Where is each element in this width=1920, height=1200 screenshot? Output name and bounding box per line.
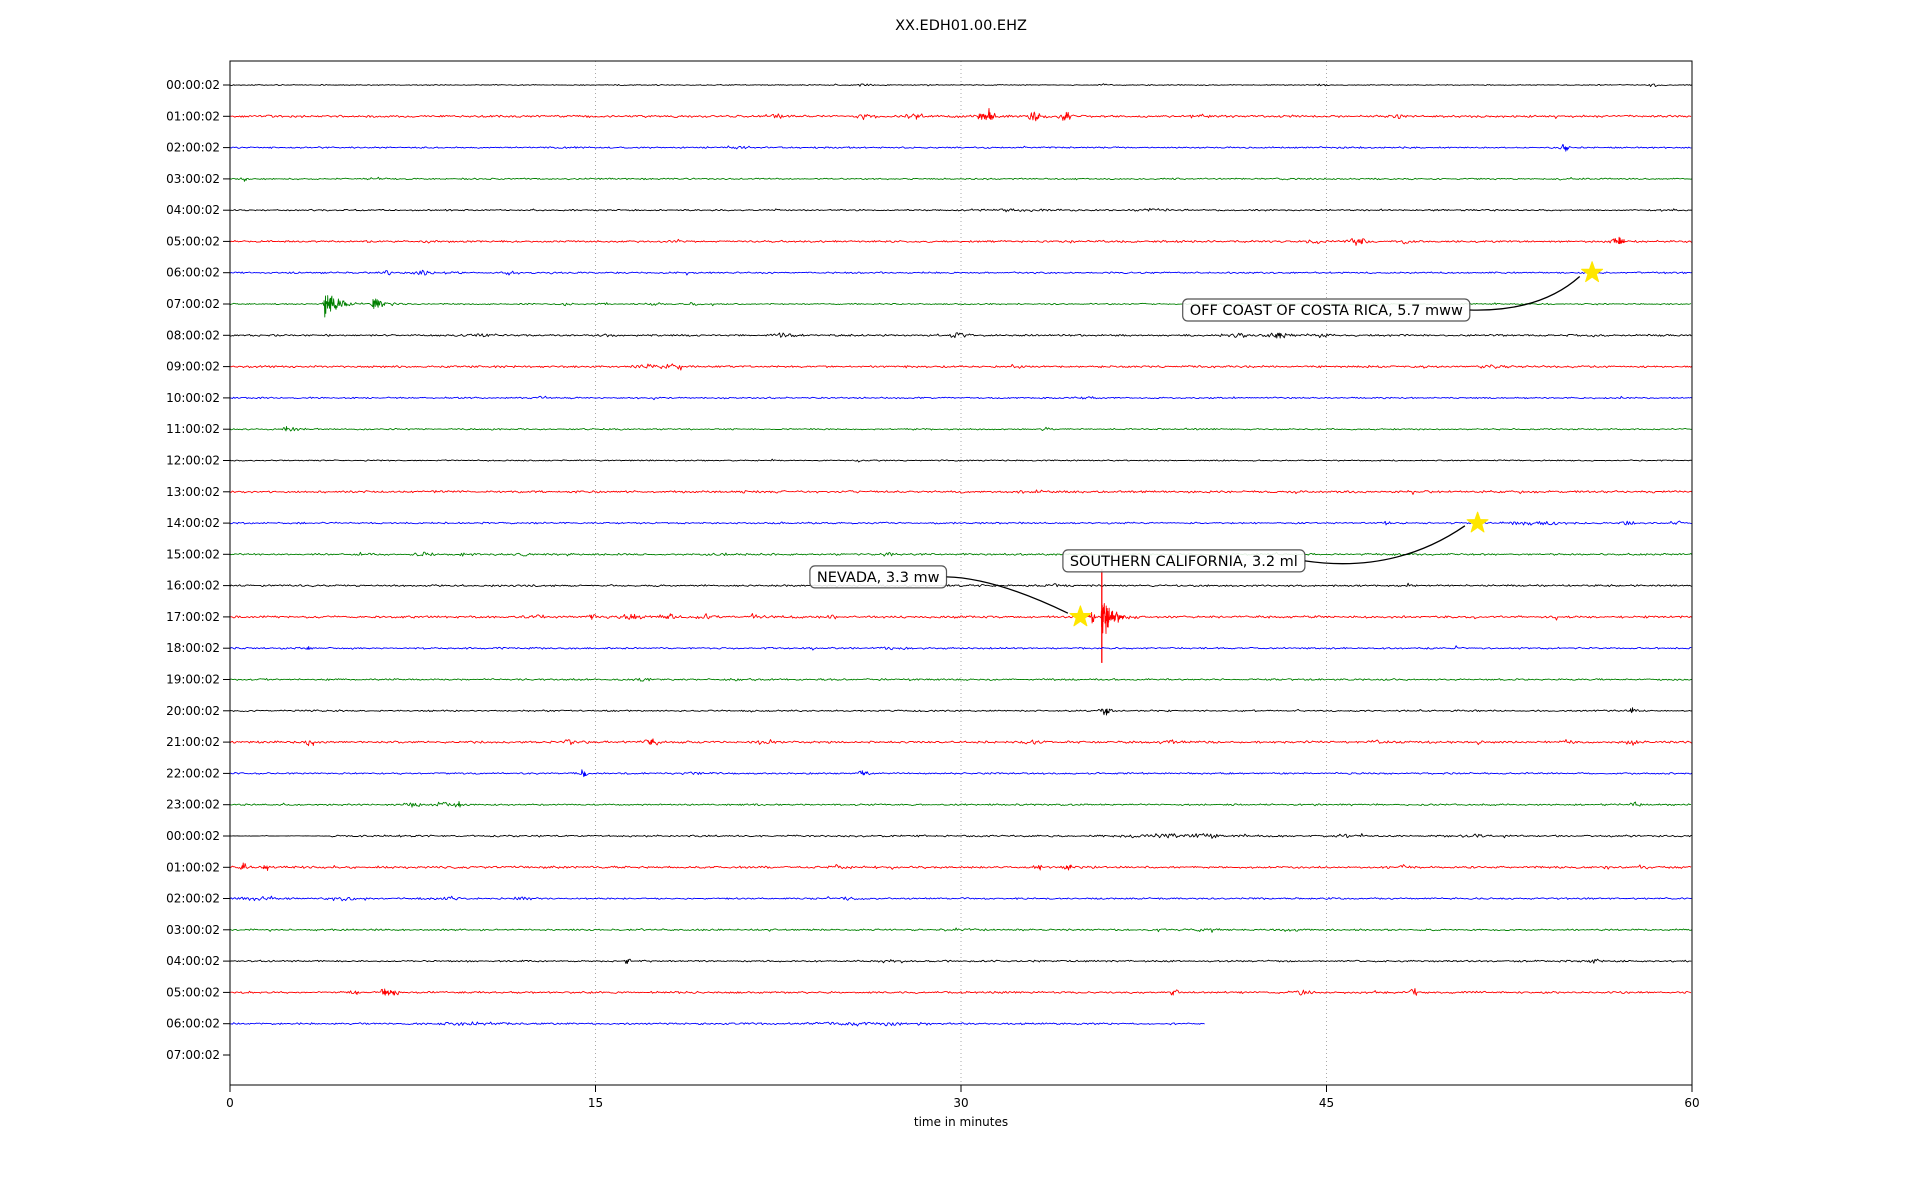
trace-row-26-02:00:02 [229,895,1693,902]
trace-row-0-00:00:02 [229,83,1693,87]
y-tick-label: 20:00:02 [166,704,220,718]
trace-row-10-10:00:02 [229,395,1693,401]
y-tick-label: 03:00:02 [166,923,220,937]
trace-row-15-15:00:02 [229,551,1693,557]
trace-row-29-05:00:02 [229,988,1692,996]
y-tick-label: 01:00:02 [166,109,220,123]
trace-row-30-06:00:02 [229,1021,1205,1027]
annotation-label: SOUTHERN CALIFORNIA, 3.2 ml [1070,554,1298,570]
y-tick-label: 18:00:02 [166,641,220,655]
y-tick-label: 04:00:02 [166,954,220,968]
trace-row-25-01:00:02 [229,862,1692,872]
annotation-connector [1469,276,1581,311]
trace-row-3-03:00:02 [229,176,1692,182]
trace-row-18-18:00:02 [229,645,1692,651]
y-tick-label: 14:00:02 [166,516,220,530]
trace-row-17-17:00:02 [229,603,1693,634]
y-tick-label: 02:00:02 [166,141,220,155]
y-tick-label: 13:00:02 [166,485,220,499]
y-tick-label: 00:00:02 [166,78,220,92]
trace-row-19-19:00:02 [229,677,1693,682]
y-tick-label: 02:00:02 [166,892,220,906]
trace-row-1-01:00:02 [229,107,1692,122]
y-tick-label: 07:00:02 [166,1048,220,1062]
annotation-box [809,565,948,589]
y-tick-label: 19:00:02 [166,673,220,687]
trace-row-23-23:00:02 [229,801,1692,808]
y-tick-label: 16:00:02 [166,579,220,593]
trace-row-21-21:00:02 [229,738,1692,747]
y-tick-label: 05:00:02 [166,985,220,999]
y-tick-label: 06:00:02 [166,266,220,280]
event-star-icon [1581,261,1604,283]
trace-row-8-08:00:02 [229,332,1692,339]
gridlines [595,61,1327,1085]
event-annotations: OFF COAST OF COSTA RICA, 5.7 mww NEVADA, … [809,261,1604,627]
annotation-connector [1304,525,1466,565]
trace-row-12-12:00:02 [229,458,1693,463]
trace-row-27-03:00:02 [229,927,1693,933]
trace-row-6-06:00:02 [229,269,1693,276]
y-tick-label: 12:00:02 [166,454,220,468]
trace-row-13-13:00:02 [229,489,1693,495]
y-tick-label: 08:00:02 [166,328,220,342]
event-star-icon [1069,605,1092,627]
trace-rows [229,83,1693,1027]
y-tick-label: 10:00:02 [166,391,220,405]
y-tick-label: 22:00:02 [166,766,220,780]
trace-row-5-05:00:02 [229,236,1692,246]
y-tick-label: 17:00:02 [166,610,220,624]
trace-row-4-04:00:02 [229,207,1693,213]
annotation-label: NEVADA, 3.3 mw [817,570,940,586]
x-axis-title: time in minutes [914,1115,1008,1129]
trace-row-24-00:00:02 [229,833,1693,839]
y-tick-label: 11:00:02 [166,422,220,436]
y-tick-label: 09:00:02 [166,360,220,374]
x-tick-label: 30 [953,1096,968,1110]
axes: 0 15 30 45 60 time in minutes 00:00:02 01:00:02… [166,60,1700,1129]
y-tick-label: 04:00:02 [166,203,220,217]
annotation-label: OFF COAST OF COSTA RICA, 5.7 mww [1190,303,1463,319]
y-tick-label: 21:00:02 [166,735,220,749]
x-tick-label: 0 [226,1096,234,1110]
annotation-connector [946,576,1069,614]
trace-row-16-16:00:02 [229,582,1693,588]
x-tick-label: 45 [1319,1096,1334,1110]
trace-row-20-20:00:02 [229,707,1693,716]
y-tick-label: 03:00:02 [166,172,220,186]
y-tick-label: 06:00:02 [166,1017,220,1031]
trace-row-9-09:00:02 [229,363,1693,371]
trace-row-28-04:00:02 [229,958,1692,965]
y-tick-label: 01:00:02 [166,860,220,874]
trace-row-11-11:00:02 [229,426,1692,432]
y-tick-label: 23:00:02 [166,798,220,812]
y-tick-label: 15:00:02 [166,547,220,561]
trace-row-14-14:00:02 [229,520,1692,526]
x-tick-label: 15 [588,1096,603,1110]
trace-row-2-02:00:02 [229,143,1692,152]
annotation-box [1182,298,1471,322]
event-star-icon [1466,511,1489,533]
y-tick-label: 00:00:02 [166,829,220,843]
y-tick-label: 07:00:02 [166,297,220,311]
chart-title: XX.EDH01.00.EHZ [895,18,1027,34]
x-tick-label: 60 [1684,1096,1699,1110]
y-tick-label: 05:00:02 [166,234,220,248]
trace-row-22-22:00:02 [229,769,1693,778]
